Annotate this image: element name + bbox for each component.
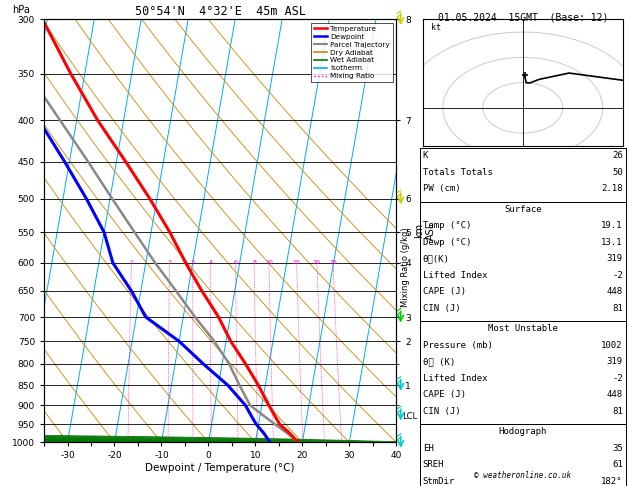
- Text: 26: 26: [612, 151, 623, 160]
- Text: LCL: LCL: [402, 412, 417, 421]
- Text: 13.1: 13.1: [601, 238, 623, 247]
- Text: CAPE (J): CAPE (J): [423, 287, 465, 296]
- Text: 4: 4: [208, 260, 212, 265]
- Text: Lifted Index: Lifted Index: [423, 271, 487, 280]
- Text: hPa: hPa: [13, 5, 30, 15]
- Text: 3: 3: [191, 260, 195, 265]
- Text: θᴇ (K): θᴇ (K): [423, 357, 455, 366]
- Text: 25: 25: [329, 260, 337, 265]
- Text: Dewp (°C): Dewp (°C): [423, 238, 471, 247]
- Legend: Temperature, Dewpoint, Parcel Trajectory, Dry Adiabat, Wet Adiabat, Isotherm, Mi: Temperature, Dewpoint, Parcel Trajectory…: [311, 23, 392, 82]
- Y-axis label: km
ASL: km ASL: [414, 222, 435, 240]
- Text: CAPE (J): CAPE (J): [423, 390, 465, 399]
- Text: 182°: 182°: [601, 477, 623, 486]
- Text: 448: 448: [606, 390, 623, 399]
- Text: © weatheronline.co.uk: © weatheronline.co.uk: [474, 471, 571, 480]
- Text: K: K: [423, 151, 428, 160]
- Text: 19.1: 19.1: [601, 221, 623, 230]
- Text: PW (cm): PW (cm): [423, 184, 460, 193]
- Text: 1002: 1002: [601, 341, 623, 350]
- Text: CIN (J): CIN (J): [423, 407, 460, 416]
- Text: 319: 319: [606, 254, 623, 263]
- Text: 448: 448: [606, 287, 623, 296]
- Text: 2.18: 2.18: [601, 184, 623, 193]
- Text: Mixing Ratio (g/kg): Mixing Ratio (g/kg): [401, 227, 410, 307]
- Text: Pressure (mb): Pressure (mb): [423, 341, 493, 350]
- Text: Lifted Index: Lifted Index: [423, 374, 487, 383]
- Text: 6: 6: [233, 260, 238, 265]
- Text: 8: 8: [252, 260, 256, 265]
- Text: EH: EH: [423, 444, 433, 453]
- X-axis label: Dewpoint / Temperature (°C): Dewpoint / Temperature (°C): [145, 463, 295, 473]
- Text: Totals Totals: Totals Totals: [423, 168, 493, 177]
- Text: Surface: Surface: [504, 205, 542, 214]
- Text: Hodograph: Hodograph: [499, 427, 547, 436]
- Text: StmDir: StmDir: [423, 477, 455, 486]
- Text: -2: -2: [612, 374, 623, 383]
- Text: kt: kt: [431, 22, 441, 32]
- Text: 01.05.2024  15GMT  (Base: 12): 01.05.2024 15GMT (Base: 12): [438, 12, 608, 22]
- Text: 61: 61: [612, 460, 623, 469]
- Text: 10: 10: [265, 260, 273, 265]
- Text: SREH: SREH: [423, 460, 444, 469]
- Text: -2: -2: [612, 271, 623, 280]
- Text: 81: 81: [612, 304, 623, 313]
- Text: θᴇ(K): θᴇ(K): [423, 254, 450, 263]
- Text: 319: 319: [606, 357, 623, 366]
- Text: 15: 15: [292, 260, 301, 265]
- Text: 20: 20: [313, 260, 321, 265]
- Text: 35: 35: [612, 444, 623, 453]
- Text: Most Unstable: Most Unstable: [487, 324, 558, 333]
- Text: 1: 1: [130, 260, 133, 265]
- Text: 50: 50: [612, 168, 623, 177]
- Text: CIN (J): CIN (J): [423, 304, 460, 313]
- Text: Temp (°C): Temp (°C): [423, 221, 471, 230]
- Title: 50°54'N  4°32'E  45m ASL: 50°54'N 4°32'E 45m ASL: [135, 5, 306, 18]
- Text: 81: 81: [612, 407, 623, 416]
- Text: 2: 2: [167, 260, 172, 265]
